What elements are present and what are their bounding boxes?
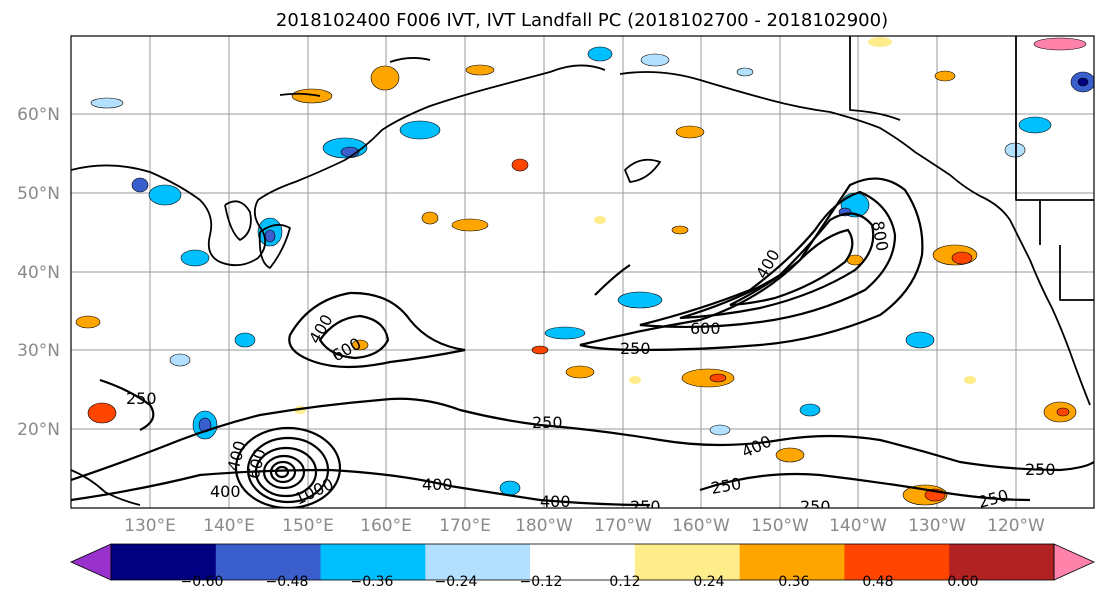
lon-label: 180°W [515,516,573,536]
colorbar: −0.60 −0.48 −0.36 −0.24 −0.12 0.12 0.24 … [70,543,1095,590]
contour-label: 400 [210,482,241,501]
lon-label: 150°W [751,516,809,536]
contour-label: 250 [126,389,157,408]
map-panel: 800 400 600 250 400 600 250 250 400 250 … [70,35,1095,516]
lon-label: 150°E [282,516,334,536]
lon-label: 160°E [360,516,412,536]
colorbar-tick-labels: −0.60 −0.48 −0.36 −0.24 −0.12 0.12 0.24 … [181,574,979,590]
contour-label: 250 [620,339,651,358]
pc-anomaly-fills [75,37,1094,506]
contour-label: 250 [1025,460,1056,479]
colorbar-segment [215,544,322,580]
lat-label: 40°N [17,263,60,283]
colorbar-tick-label: 0.48 [862,574,893,590]
lon-label: 130°W [908,516,966,536]
contour-label: 400 [540,492,571,511]
lat-label: 50°N [17,184,60,204]
colorbar-extend-min [70,543,112,581]
lon-label: 160°W [672,516,730,536]
gridlines [71,36,1094,508]
latitude-labels: 60°N 50°N 40°N 30°N 20°N [17,105,60,440]
colorbar-tick-label: 0.60 [947,574,978,590]
colorbar-segment [530,544,636,580]
colorbar-tick-label: 0.24 [693,574,724,590]
colorbar-tick-label: −0.48 [266,574,309,590]
lat-label: 30°N [17,341,60,361]
longitude-labels: 130°E 140°E 150°E 160°E 170°E 180°W 170°… [124,516,1045,536]
colorbar-segment [634,544,741,580]
map-frame [70,35,1095,509]
lon-label: 140°E [203,516,255,536]
lon-label: 120°W [987,516,1045,536]
colorbar-frame [110,543,1055,581]
lon-label: 130°E [124,516,176,536]
lon-label: 170°W [594,516,652,536]
colorbar-segment [425,544,531,580]
lat-label: 60°N [17,105,60,125]
negative-anomaly-fills [90,46,1094,496]
colorbar-tick-label: −0.60 [181,574,224,590]
colorbar-segment [111,544,217,580]
coastlines [71,36,1094,506]
lon-label: 170°E [439,516,491,536]
colorbar-tick-label: −0.24 [435,574,478,590]
colorbar-tick-label: 0.36 [778,574,809,590]
contour-label: 250 [976,486,1010,512]
colorbar-extend-max [1053,543,1095,581]
colorbar-tick-label: −0.12 [520,574,563,590]
figure-title: 2018102400 F006 IVT, IVT Landfall PC (20… [276,10,888,31]
contour-label: 250 [630,497,661,516]
positive-anomaly-fills [75,37,1087,506]
contour-label: 400 [422,475,453,494]
colorbar-tick-label: −0.36 [351,574,394,590]
lon-label: 140°W [829,516,887,536]
contour-label: 600 [690,319,721,338]
contour-label: 250 [532,413,563,432]
colorbar-segment [320,544,426,580]
colorbar-segment [949,544,1055,580]
colorbar-segment [844,544,950,580]
colorbar-tick-label: 0.12 [609,574,640,590]
colorbar-segment [739,544,845,580]
contour-label: 250 [800,497,831,516]
colorbar-segments [70,543,1095,581]
lat-label: 20°N [17,420,60,440]
ivt-contours [71,177,1094,508]
